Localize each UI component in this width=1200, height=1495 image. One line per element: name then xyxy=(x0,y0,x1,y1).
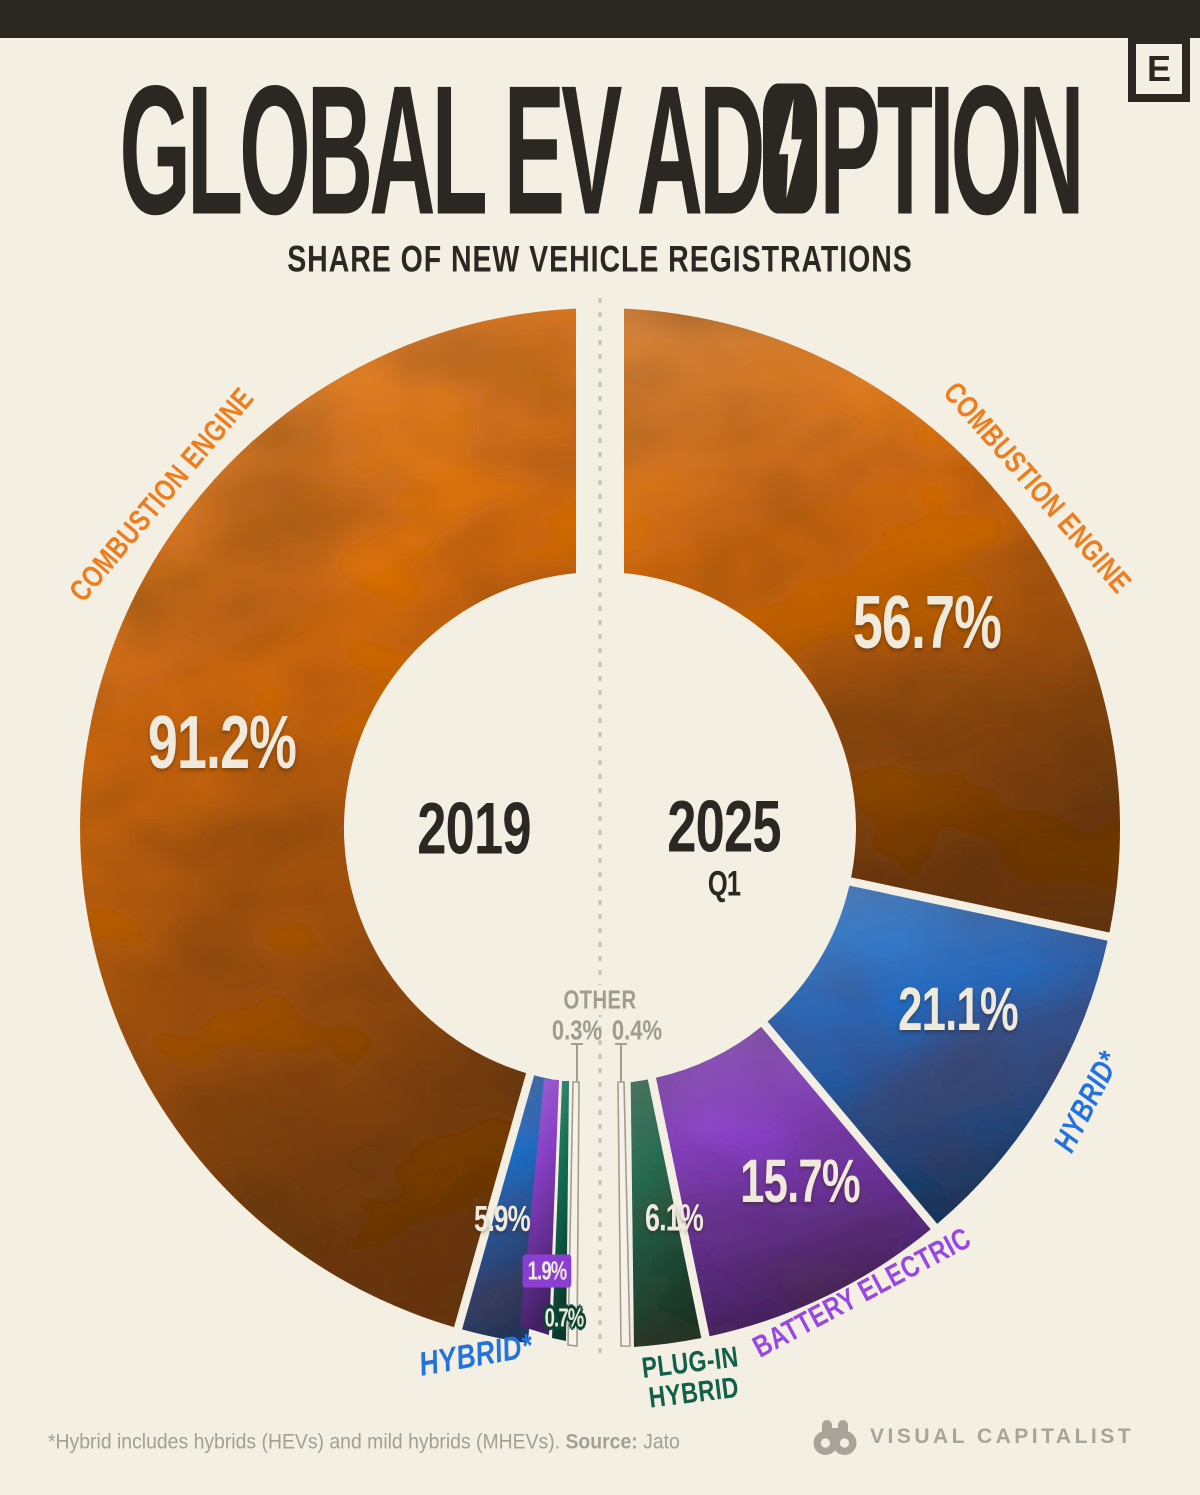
badge-letter: E xyxy=(1146,48,1171,89)
year-label-2025: 2025 xyxy=(667,784,781,868)
lightning-bolt-o-icon xyxy=(763,83,818,214)
top-black-bar xyxy=(0,0,1200,38)
elements-series-badge: E xyxy=(1128,36,1190,102)
footnote-text: *Hybrid includes hybrids (HEVs) and mild… xyxy=(48,1430,566,1454)
value-2019-combustion: 91.2% xyxy=(147,699,297,785)
slice-2025-battery_electric xyxy=(656,1026,931,1337)
value-2019-plug-in-hybrid: 0.7% xyxy=(544,1302,585,1333)
value-2019-other: 0.3% xyxy=(551,1014,603,1047)
visual-capitalist-brand: VISUAL CAPITALIST xyxy=(812,1416,1134,1458)
slice-2025-other xyxy=(617,1081,631,1347)
slice-2025-plug_in_hybrid xyxy=(630,1079,702,1347)
source-label: Source: xyxy=(565,1430,638,1454)
title-part-2: PTION xyxy=(819,49,1084,254)
slice-2025-combustion xyxy=(624,308,1120,933)
brand-name: VISUAL CAPITALIST xyxy=(870,1425,1135,1448)
value-2025-other: 0.4% xyxy=(611,1014,663,1047)
other-right-leader-line xyxy=(615,1043,627,1082)
source-value: Jato xyxy=(637,1430,680,1454)
other-left-leader-line xyxy=(571,1043,583,1082)
binoculars-icon xyxy=(813,1420,857,1455)
value-2025-battery-electric: 15.7% xyxy=(740,1147,861,1217)
value-2019-hybrid: 5.9% xyxy=(473,1197,531,1240)
page-title: GLOBAL EV AD PTION xyxy=(0,50,1200,254)
donut-slices xyxy=(80,308,1120,1347)
page-subtitle: SHARE OF NEW VEHICLE REGISTRATIONS xyxy=(287,238,913,280)
year-label-2019: 2019 xyxy=(417,786,531,870)
label-plug-in-hybrid: PLUG-IN HYBRID xyxy=(640,1340,744,1415)
label-other: OTHER xyxy=(557,984,643,1016)
footnote: *Hybrid includes hybrids (HEVs) and mild… xyxy=(48,1430,680,1455)
value-2025-combustion: 56.7% xyxy=(852,579,1002,665)
slice-2019-combustion xyxy=(80,308,576,1328)
slice-2025-hybrid xyxy=(767,885,1108,1224)
value-2025-plug-in-hybrid: 6.1% xyxy=(645,1196,704,1239)
quarter-label: Q1 xyxy=(707,863,741,904)
value-2025-hybrid: 21.1% xyxy=(898,975,1019,1045)
value-2019-battery-electric: 1.9% xyxy=(522,1254,572,1288)
title-part-1: GLOBAL EV AD xyxy=(119,49,765,254)
